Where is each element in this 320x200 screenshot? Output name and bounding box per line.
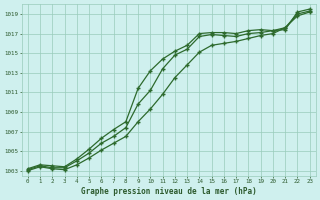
X-axis label: Graphe pression niveau de la mer (hPa): Graphe pression niveau de la mer (hPa) — [81, 187, 257, 196]
